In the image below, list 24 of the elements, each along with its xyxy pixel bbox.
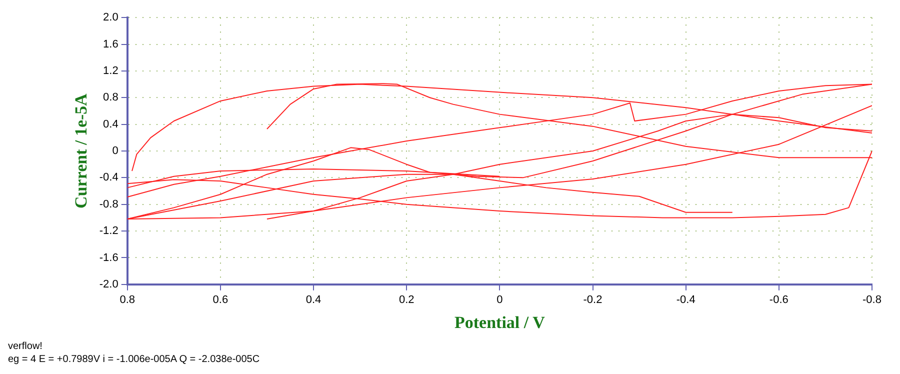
x-axis-title: Potential / V — [454, 313, 546, 332]
y-tick-label: 0.4 — [103, 118, 118, 130]
y-axis-title: Current / 1e-5A — [72, 92, 91, 208]
y-tick-label: 1.2 — [103, 64, 118, 77]
y-tick-label: -2.0 — [99, 278, 118, 290]
x-tick-label: 0.4 — [306, 294, 322, 306]
x-tick-label: -0.8 — [862, 294, 882, 306]
y-tick-label: 0 — [112, 145, 118, 158]
x-tick-label: -0.6 — [769, 294, 788, 306]
x-tick-label: 0.6 — [212, 294, 228, 306]
y-tick-label: 0.8 — [103, 92, 118, 104]
y-tick-label: -0.8 — [99, 198, 118, 210]
x-tick-label: 0.8 — [120, 294, 136, 306]
text: eg = 4 E = +0.7989V i = -1.006e-005A Q = -2.038e-005C — [8, 353, 261, 366]
x-tick-label: -0.4 — [676, 294, 696, 306]
y-tick-label: 2.0 — [103, 12, 118, 24]
y-tick-label: -1.2 — [99, 225, 118, 238]
text: verflow! — [8, 340, 44, 353]
x-tick-label: 0.2 — [398, 294, 414, 306]
y-tick-label: -1.6 — [99, 252, 118, 264]
y-tick-label: -0.4 — [99, 172, 118, 184]
x-tick-label: 0 — [496, 294, 503, 306]
x-tick-label: -0.2 — [583, 294, 602, 306]
y-tick-label: 1.6 — [103, 38, 118, 50]
